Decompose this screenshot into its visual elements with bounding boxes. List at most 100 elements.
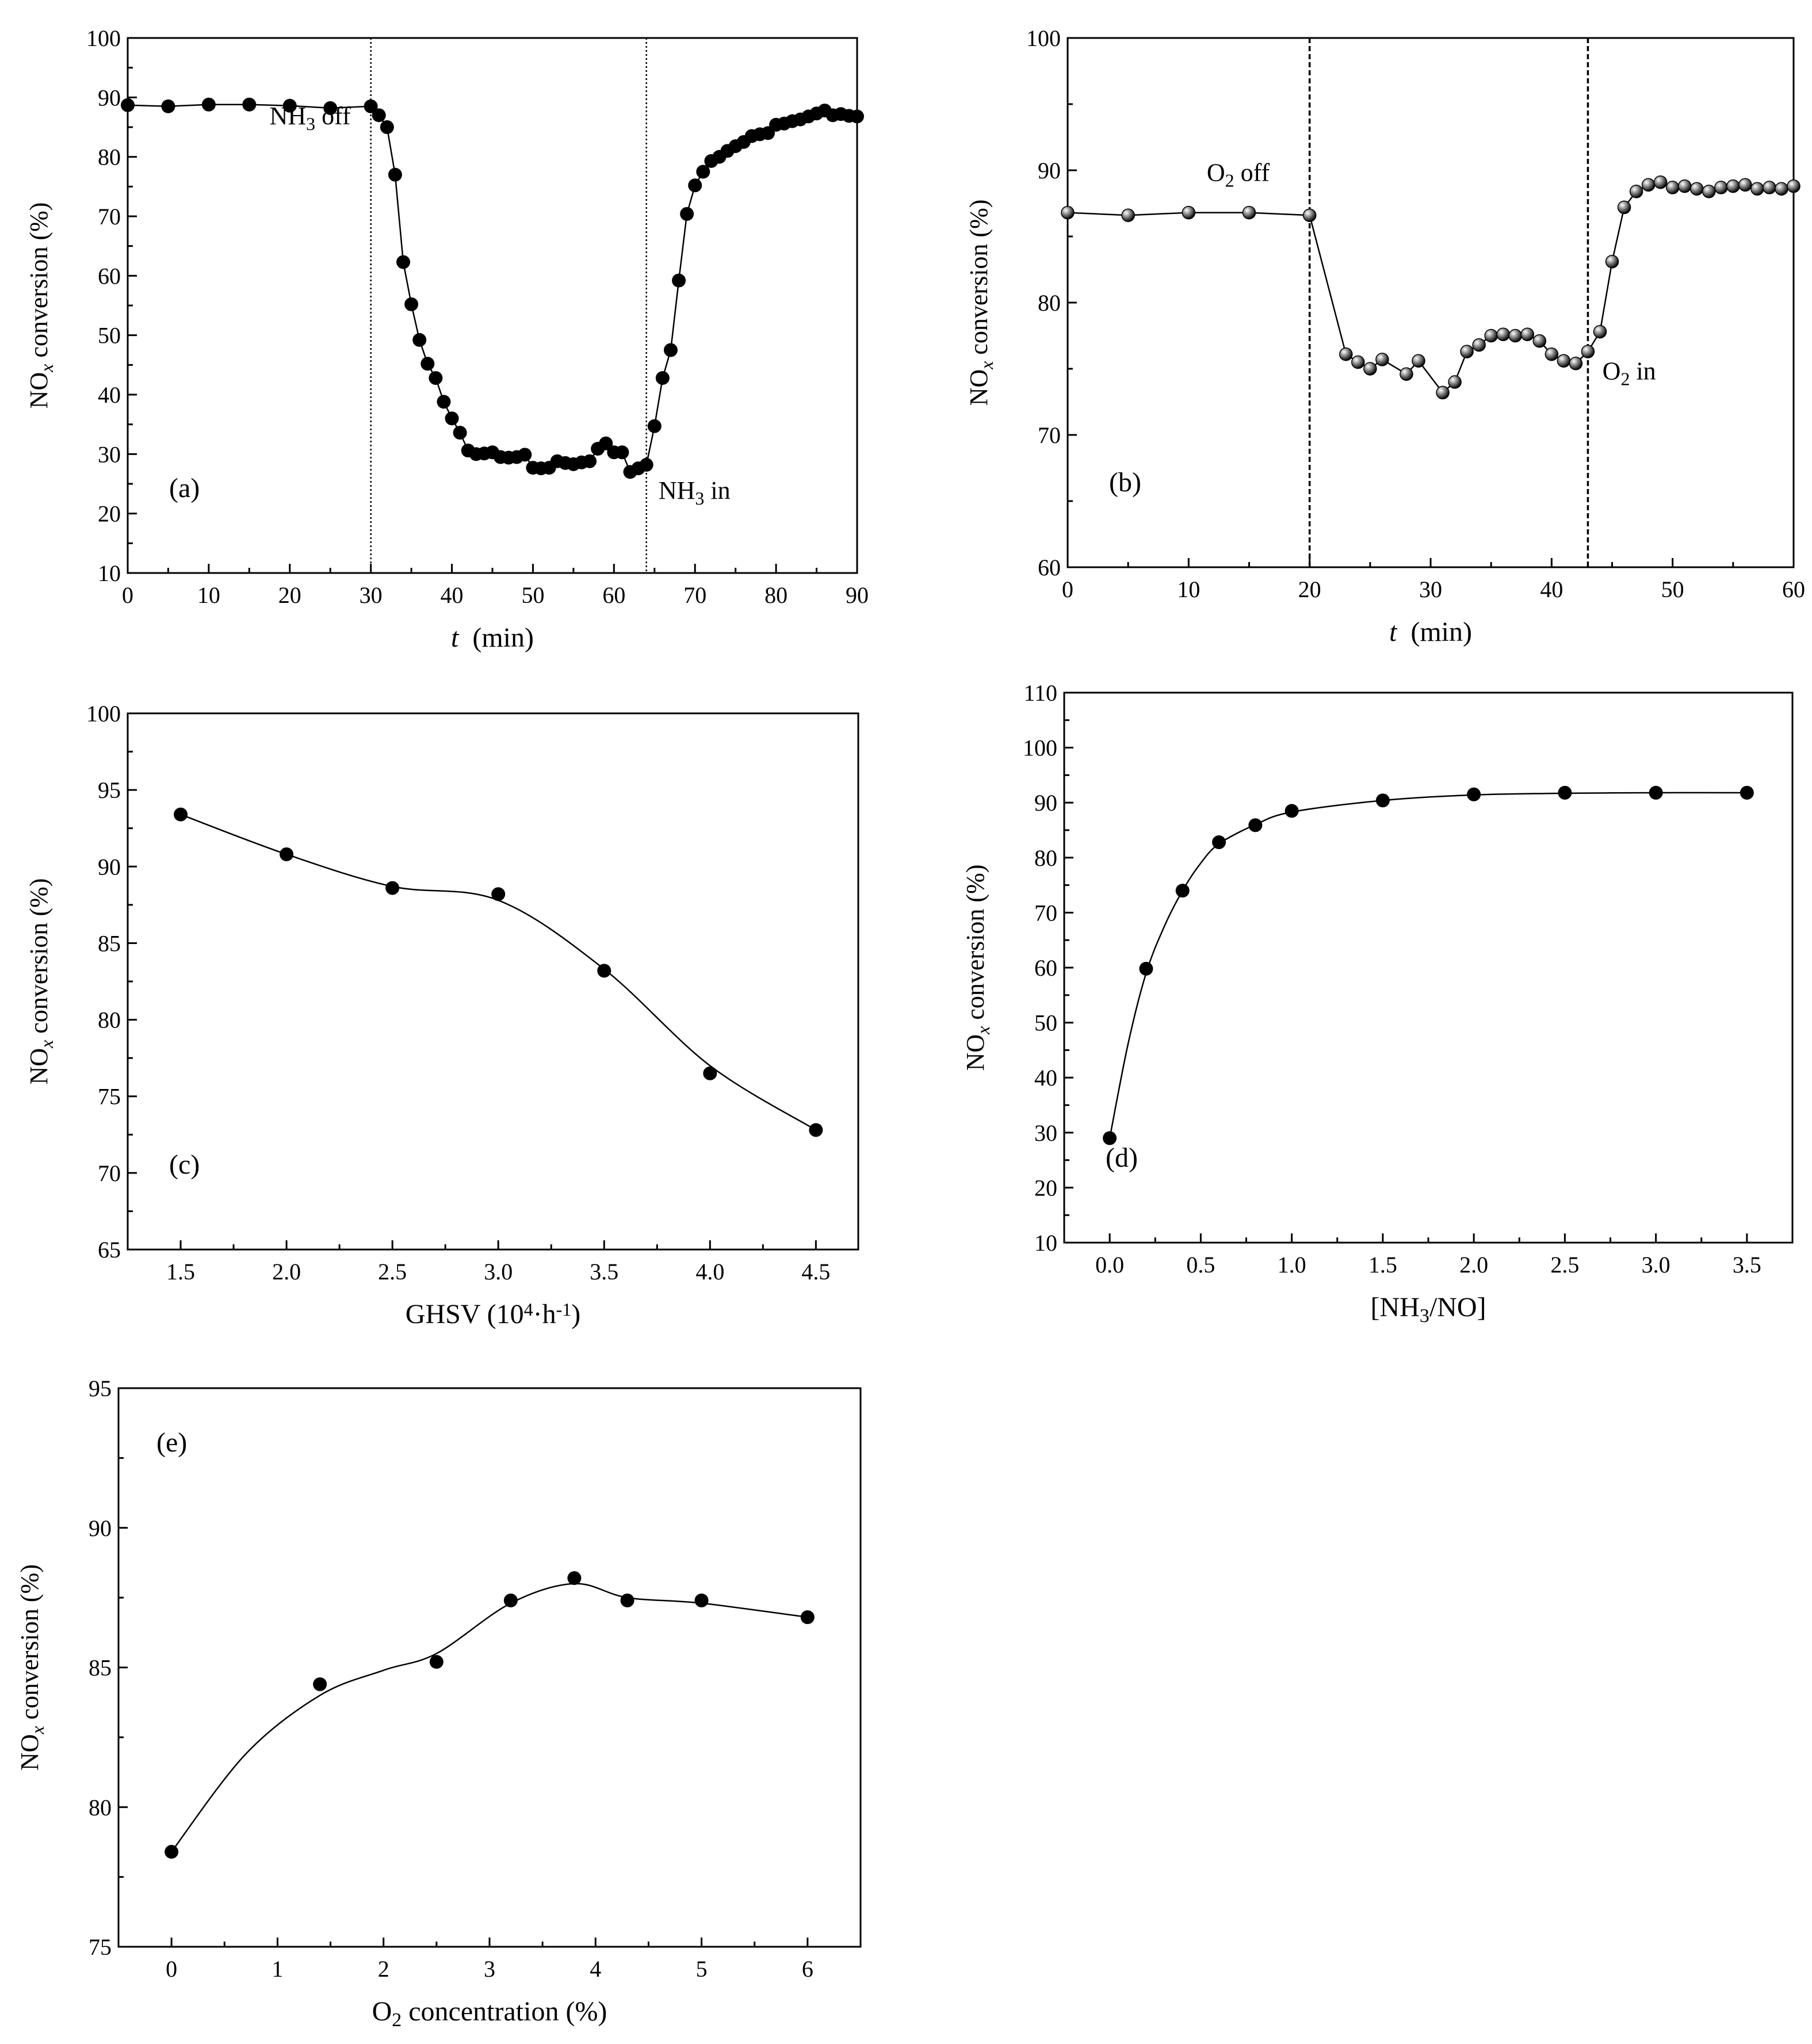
y-tick-label: 10 <box>98 560 121 586</box>
data-point <box>647 419 662 433</box>
x-tick-label: 0 <box>1062 576 1073 602</box>
y-tick-label: 60 <box>1034 955 1057 981</box>
data-point <box>1472 338 1486 352</box>
y-tick-label: 80 <box>89 1794 112 1820</box>
data-point <box>599 436 613 450</box>
y-tick-label: 65 <box>98 1237 121 1263</box>
x-tick-label: 2.5 <box>1550 1252 1579 1278</box>
data-point <box>1593 324 1607 339</box>
data-point <box>1351 355 1365 369</box>
plot-frame <box>127 712 859 1251</box>
data-point <box>242 97 257 112</box>
data-point <box>1175 884 1190 898</box>
y-tick-label: 70 <box>1034 900 1057 926</box>
x-tick-label: 3.5 <box>590 1259 618 1285</box>
fit-curve <box>180 813 817 1131</box>
data-point <box>404 297 419 311</box>
data-point <box>1212 835 1226 850</box>
y-tick-label: 110 <box>1023 680 1057 706</box>
series-line <box>1067 181 1794 394</box>
data-point <box>1714 181 1728 194</box>
x-axis-title: O2 concentration (%) <box>372 1996 607 2031</box>
plot-frame <box>127 37 858 574</box>
x-tick-label: 4 <box>590 1956 601 1982</box>
x-tick-label: 60 <box>602 582 625 608</box>
x-tick-label: 50 <box>521 582 544 608</box>
y-tick-label: 60 <box>1038 555 1061 580</box>
x-axis-title: t (min) <box>1389 617 1472 647</box>
annotation-label: O2 off <box>1207 158 1270 190</box>
data-point <box>655 371 670 385</box>
data-point <box>1649 785 1663 800</box>
x-tick-label: 5 <box>696 1956 708 1982</box>
y-tick-label: 50 <box>98 323 121 349</box>
fit-curve <box>171 1583 808 1852</box>
y-tick-label: 100 <box>1026 25 1061 51</box>
x-tick-label: 2.0 <box>1459 1252 1488 1278</box>
x-tick-label: 50 <box>1661 576 1684 602</box>
data-point <box>491 887 506 901</box>
data-point <box>1569 357 1583 370</box>
data-point <box>412 333 427 347</box>
data-point <box>396 255 411 269</box>
x-tick-label: 10 <box>197 582 220 608</box>
panel-c: 65 70 75 80 85 90 95 100 1.5 2.0 2.5 3.0 3.5 4.0 4.5 (c… <box>25 701 859 1329</box>
x-tick-label: 90 <box>846 582 869 608</box>
data-point <box>1121 208 1135 222</box>
data-point <box>1558 785 1572 800</box>
data-point <box>1248 818 1263 832</box>
y-tick-label: 60 <box>98 263 121 289</box>
x-tick-label: 0.5 <box>1186 1252 1215 1278</box>
y-axis-title: NOx conversion (%) <box>25 203 57 409</box>
data-point <box>1436 385 1450 400</box>
data-point <box>282 98 297 113</box>
data-point <box>1763 181 1776 194</box>
x-tick-label: 80 <box>764 582 788 608</box>
x-tick-label: 40 <box>1540 576 1563 602</box>
data-point <box>1363 362 1377 376</box>
data-point <box>121 98 135 112</box>
data-point <box>385 881 400 895</box>
panel-d: 10 20 30 40 50 60 70 80 90 100 110 0.0 0.5 1.0 1.5 2.0 2… <box>961 680 1794 1327</box>
data-point <box>1375 793 1390 808</box>
y-tick-label: 20 <box>1034 1175 1057 1201</box>
x-tick-label: 3.0 <box>1642 1252 1670 1278</box>
x-tick-label: 2.5 <box>378 1259 407 1285</box>
y-axis-title: NOx conversion (%) <box>25 878 57 1085</box>
x-tick-label: 1.5 <box>1368 1252 1397 1278</box>
y-tick-label: 90 <box>1034 790 1057 816</box>
data-point <box>1285 804 1299 818</box>
data-point <box>1496 327 1510 341</box>
y-tick-label: 75 <box>89 1934 112 1960</box>
y-tick-label: 85 <box>89 1655 112 1681</box>
data-point <box>1103 1131 1117 1145</box>
data-point <box>615 445 629 460</box>
x-tick-label: 70 <box>683 582 706 608</box>
data-point <box>161 99 175 113</box>
data-point <box>1412 354 1425 368</box>
data-point <box>809 1123 823 1137</box>
data-point <box>1182 205 1196 220</box>
data-point <box>583 454 597 468</box>
x-tick-label: 3 <box>484 1956 495 1982</box>
y-tick-label: 90 <box>1038 158 1061 184</box>
data-point <box>1139 961 1153 976</box>
data-point <box>1545 347 1559 361</box>
fit-curve <box>1108 792 1747 1138</box>
data-point <box>1653 175 1668 189</box>
y-tick-label: 80 <box>1034 845 1057 871</box>
data-point <box>420 357 435 371</box>
y-tick-label: 40 <box>1034 1065 1057 1091</box>
x-tick-label: 60 <box>1782 576 1805 602</box>
x-tick-label: 4.0 <box>695 1259 724 1285</box>
data-point <box>429 371 443 385</box>
x-tick-label: 10 <box>1177 576 1200 602</box>
x-tick-label: 2.0 <box>272 1259 301 1285</box>
x-tick-label: 40 <box>441 582 464 608</box>
data-point <box>800 1610 815 1625</box>
data-point <box>503 1593 518 1607</box>
data-point <box>1605 254 1619 269</box>
annotation-label: O2 in <box>1603 357 1656 389</box>
data-point <box>1508 328 1522 343</box>
data-point <box>313 1677 327 1691</box>
